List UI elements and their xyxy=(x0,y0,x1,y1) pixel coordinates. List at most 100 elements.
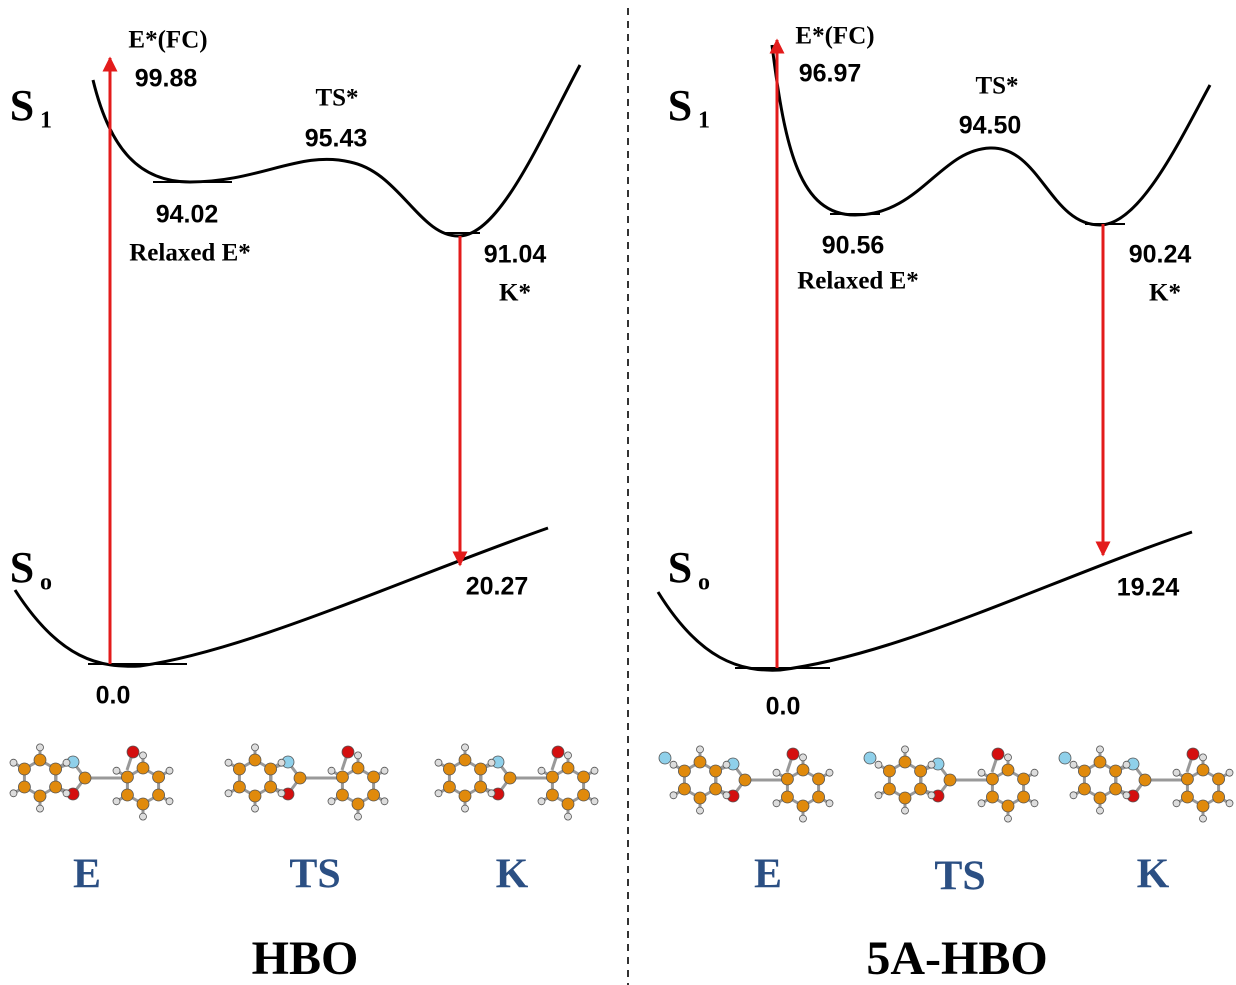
atom xyxy=(710,783,722,795)
atom xyxy=(37,744,44,751)
atom xyxy=(546,789,558,801)
atom xyxy=(902,807,909,814)
atom xyxy=(826,769,833,776)
atom xyxy=(1213,773,1225,785)
atom xyxy=(697,746,704,753)
fc-value: 99.88 xyxy=(135,65,198,93)
atom xyxy=(435,759,442,766)
s0-curve xyxy=(658,532,1192,670)
atom xyxy=(355,752,362,759)
atom xyxy=(986,773,998,785)
atom xyxy=(63,759,70,766)
atom xyxy=(899,756,911,768)
atom xyxy=(265,781,277,793)
atom xyxy=(166,798,173,805)
atom xyxy=(562,762,574,774)
atom xyxy=(1197,800,1209,812)
atom xyxy=(978,769,985,776)
atom xyxy=(1097,746,1104,753)
atom xyxy=(781,791,793,803)
molecule-structure xyxy=(435,744,598,820)
atom xyxy=(443,763,455,775)
atom xyxy=(34,754,46,766)
molecule-label: K xyxy=(1137,852,1170,898)
atom xyxy=(1226,800,1233,807)
s0-k-value: 19.24 xyxy=(1117,574,1180,602)
atom xyxy=(864,752,876,764)
atom xyxy=(10,790,17,797)
atom xyxy=(797,764,809,776)
atom xyxy=(694,756,706,768)
atom xyxy=(826,800,833,807)
atom xyxy=(1123,792,1130,799)
s0-e-value: 0.0 xyxy=(766,693,801,721)
relaxed-value: 90.56 xyxy=(822,232,885,260)
atom xyxy=(1226,769,1233,776)
atom xyxy=(562,798,574,810)
atom xyxy=(928,761,935,768)
atom xyxy=(233,781,245,793)
s1-label: S xyxy=(668,81,692,130)
atom xyxy=(50,781,62,793)
ts-label: TS* xyxy=(975,73,1018,100)
relaxed-label: Relaxed E* xyxy=(797,268,919,295)
atom xyxy=(1213,791,1225,803)
atom xyxy=(153,789,165,801)
atom xyxy=(252,805,259,812)
s0-label: S xyxy=(668,543,692,592)
k-label: K* xyxy=(1149,280,1181,307)
s0-label: S xyxy=(10,543,34,592)
atom xyxy=(781,773,793,785)
molecule-label: K xyxy=(496,852,529,898)
atom xyxy=(462,744,469,751)
atom xyxy=(10,759,17,766)
atom xyxy=(459,754,471,766)
atom xyxy=(670,761,677,768)
atom xyxy=(978,800,985,807)
molecule-label: TS xyxy=(289,852,340,898)
atom xyxy=(140,813,147,820)
atom xyxy=(546,771,558,783)
atom xyxy=(773,769,780,776)
atom xyxy=(249,790,261,802)
atom xyxy=(127,746,139,758)
atom xyxy=(368,789,380,801)
atom xyxy=(1018,773,1030,785)
atom xyxy=(475,781,487,793)
k-value: 90.24 xyxy=(1129,241,1192,269)
atom xyxy=(488,759,495,766)
atom xyxy=(113,767,120,774)
atom xyxy=(1005,815,1012,822)
atom xyxy=(488,790,495,797)
atom xyxy=(797,800,809,812)
atom xyxy=(462,805,469,812)
atom xyxy=(591,767,598,774)
atom xyxy=(1031,800,1038,807)
atom xyxy=(18,763,30,775)
atom xyxy=(121,789,133,801)
atom xyxy=(578,771,590,783)
atom xyxy=(1002,800,1014,812)
atom xyxy=(1005,754,1012,761)
atom xyxy=(355,813,362,820)
atom xyxy=(352,798,364,810)
atom xyxy=(249,754,261,766)
ts-label: TS* xyxy=(315,85,358,112)
atom xyxy=(336,789,348,801)
atom xyxy=(328,767,335,774)
atom xyxy=(294,772,306,784)
atom xyxy=(800,754,807,761)
molecule-structure xyxy=(659,746,833,822)
atom xyxy=(538,767,545,774)
atom xyxy=(739,774,751,786)
atom xyxy=(1110,783,1122,795)
s1-label: S xyxy=(10,81,34,130)
atom xyxy=(1173,769,1180,776)
atom xyxy=(121,771,133,783)
atom xyxy=(137,798,149,810)
atom xyxy=(1031,769,1038,776)
atom xyxy=(928,792,935,799)
atom xyxy=(252,744,259,751)
atom xyxy=(538,798,545,805)
